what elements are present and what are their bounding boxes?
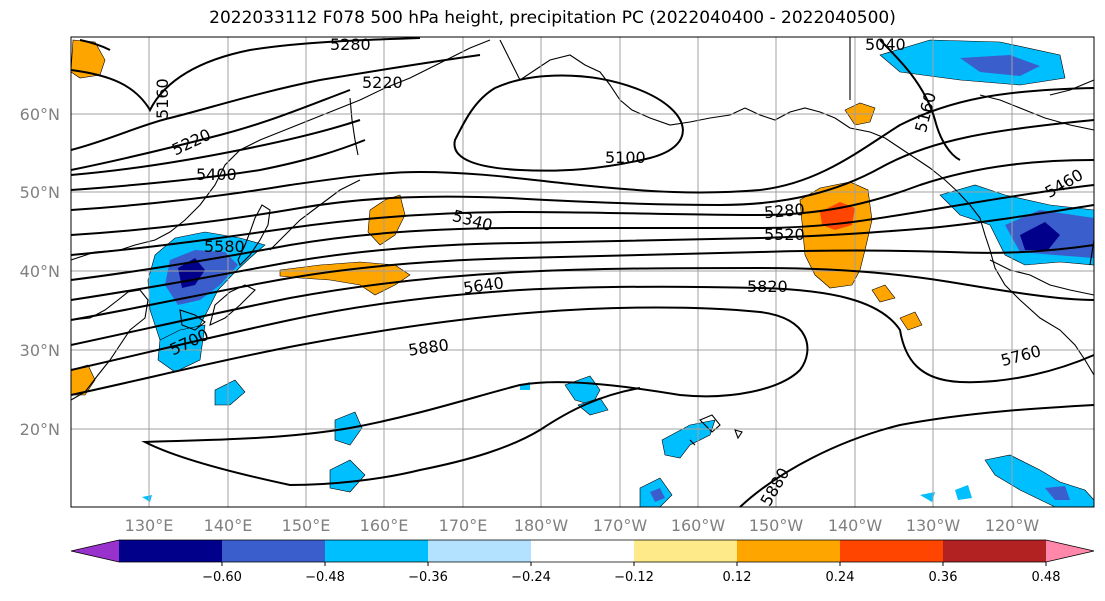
longitude-labels: 130°E 140°E 150°E 160°E 170°E 180°W 170°… [125,516,1040,535]
colorbar-tick-label: 0.24 [826,570,855,585]
lat-label: 40°N [20,262,60,281]
coastlines [70,37,1095,446]
colorbar-tick-label: −0.60 [202,570,242,585]
lon-label: 120°W [985,516,1040,535]
contour-label: 5040 [865,35,906,54]
contour-label: 5520 [764,225,805,244]
colorbar-cell [943,540,1047,562]
contour-label: 5100 [605,148,646,167]
colorbar-cell [634,540,738,562]
lon-label: 130°E [125,516,174,535]
contour-label: 5580 [204,237,245,256]
height-contours [70,37,1095,508]
colorbar: −0.60 −0.48 −0.36 −0.24 −0.12 0.12 0.24 0.36 0.4… [70,539,1095,585]
lon-label: 160°W [671,516,726,535]
contour-label: 5820 [747,277,788,296]
colorbar-ticks: −0.60 −0.48 −0.36 −0.24 −0.12 0.12 0.24 0.36 0.4… [202,562,1061,585]
lon-label: 160°E [360,516,409,535]
colorbar-tick-label: −0.12 [614,570,654,585]
lat-label: 20°N [20,420,60,439]
colorbar-tick-label: 0.48 [1032,570,1061,585]
colorbar-cell [222,540,326,562]
colorbar-outline [70,539,1095,563]
lon-label: 150°E [282,516,331,535]
colorbar-extend-min [71,540,119,562]
colorbar-cell [119,540,223,562]
lon-label: 130°W [906,516,961,535]
colorbar-tick-label: 0.36 [929,570,958,585]
contour-label: 5280 [763,200,805,222]
colorbar-cells [70,539,1095,563]
lat-label: 50°N [20,183,60,202]
lat-label: 60°N [20,105,60,124]
colorbar-cell [840,540,944,562]
colorbar-cell [428,540,532,562]
colorbar-tick-label: −0.48 [305,570,345,585]
lon-label: 180°W [514,516,569,535]
lon-label: 170°W [593,516,648,535]
colorbar-tick-label: −0.36 [408,570,448,585]
map-title: 2022033112 F078 500 hPa height, precipit… [209,8,896,28]
colorbar-cell [531,540,635,562]
colorbar-tick-label: 0.12 [723,570,752,585]
lon-label: 150°W [749,516,804,535]
lon-label: 140°E [204,516,253,535]
lon-label: 170°E [439,516,488,535]
contour-label: 5160 [153,78,172,119]
contour-label-group: 5280 5220 5160 5220 5400 5580 5700 5340 … [153,35,1086,509]
contour-label: 5220 [362,73,403,92]
contour-label: 5400 [196,165,237,184]
colorbar-cell [737,540,841,562]
lat-label: 30°N [20,341,60,360]
colorbar-cell [325,540,429,562]
colorbar-tick-label: −0.24 [511,570,551,585]
colorbar-extend-max [1046,540,1094,562]
map-frame [70,36,1095,508]
latitude-labels: 60°N 50°N 40°N 30°N 20°N [20,105,60,439]
lon-label: 140°W [828,516,883,535]
contour-label: 5280 [330,35,371,54]
